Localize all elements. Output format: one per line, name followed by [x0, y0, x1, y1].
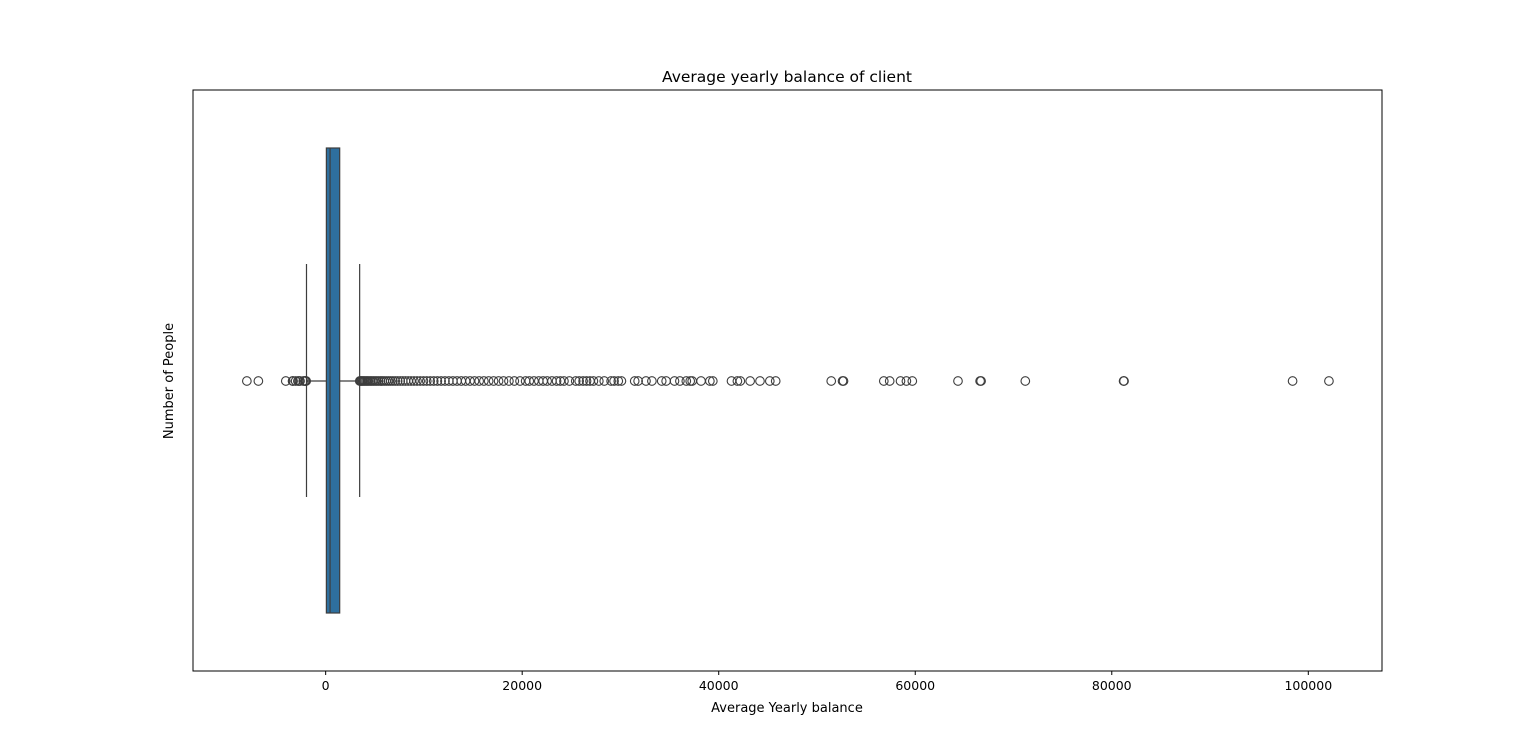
outlier-point	[412, 376, 422, 386]
outlier-point	[542, 376, 552, 386]
outlier-point	[432, 376, 443, 386]
outlier-point	[436, 376, 446, 386]
outlier-point	[696, 376, 706, 386]
outlier-point	[280, 376, 291, 386]
outlier-point	[564, 376, 575, 386]
outlier-point	[633, 376, 643, 386]
outlier-point	[418, 376, 429, 386]
outlier-point	[884, 376, 895, 386]
outlier-point	[488, 376, 499, 386]
outlier-point	[1119, 376, 1129, 386]
outlier-point	[707, 376, 718, 386]
outlier-point	[290, 376, 301, 386]
outlier-point	[681, 376, 692, 386]
plot-frame	[192, 89, 1383, 672]
outlier-point	[425, 376, 436, 386]
outlier-point	[504, 376, 514, 386]
outlier-point	[570, 376, 581, 386]
x-tick-label: 80000	[1092, 678, 1132, 693]
outlier-point	[428, 376, 439, 386]
outlier-point	[901, 376, 912, 386]
outlier-point	[755, 376, 765, 386]
outlier-point	[732, 376, 743, 386]
outlier-point	[641, 376, 651, 386]
outlier-point	[574, 376, 585, 386]
outlier-point	[613, 376, 624, 386]
iqr-box	[325, 147, 341, 614]
outlier-point	[388, 376, 398, 386]
outlier-point	[907, 376, 918, 386]
plot-area	[242, 147, 1334, 614]
outlier-point	[493, 376, 504, 386]
outlier-point	[578, 376, 588, 386]
outlier-point	[421, 376, 432, 386]
chart-title: Average yearly balance of client	[662, 68, 912, 86]
outlier-point	[953, 376, 963, 386]
outlier-point	[559, 376, 569, 386]
outlier-point	[395, 376, 406, 386]
outlier-point	[705, 376, 715, 386]
outlier-point	[745, 376, 756, 386]
x-tick-label: 40000	[699, 678, 739, 693]
y-axis-label: Number of People	[162, 323, 177, 439]
outlier-point	[295, 376, 305, 386]
outlier-point	[469, 376, 480, 386]
outlier-point	[895, 376, 906, 386]
outlier-point	[551, 376, 562, 386]
outlier-point	[669, 376, 680, 386]
outlier-point	[415, 376, 426, 386]
outlier-point	[409, 376, 419, 386]
outlier-point	[288, 376, 298, 386]
outlier-point	[301, 376, 312, 386]
outlier-point	[1020, 376, 1031, 386]
outlier-point	[392, 376, 403, 386]
outlier-point	[385, 376, 396, 386]
outlier-point	[616, 376, 627, 386]
outlier-point	[599, 376, 610, 386]
outlier-point	[675, 376, 685, 386]
outlier-point	[253, 376, 264, 386]
outlier-point	[588, 376, 599, 386]
outlier-point	[515, 376, 525, 386]
outlier-point	[581, 376, 592, 386]
outlier-point	[770, 376, 781, 386]
x-axis: 0 20000 40000 60000 80000 100000	[322, 671, 1332, 693]
outlier-point	[474, 376, 484, 386]
outlier-point	[593, 376, 604, 386]
outlier-point	[1324, 376, 1334, 386]
x-tick-label: 20000	[502, 678, 542, 693]
x-axis-label: Average Yearly balance	[711, 701, 863, 716]
outlier-point	[440, 376, 450, 386]
outlier-point	[242, 376, 252, 386]
outlier-point	[609, 376, 619, 386]
outlier-point	[687, 376, 698, 386]
outlier-point	[483, 376, 494, 386]
outlier-point	[606, 376, 616, 386]
x-tick-label: 0	[322, 678, 330, 693]
outlier-point	[1287, 376, 1298, 386]
outlier-point	[509, 376, 520, 386]
outlier-point	[479, 376, 489, 386]
x-tick-label: 100000	[1284, 678, 1332, 693]
outlier-point	[826, 376, 837, 386]
outlier-point	[629, 376, 640, 386]
outlier-point	[390, 376, 401, 386]
outlier-point	[878, 376, 889, 386]
outlier-point	[976, 376, 986, 386]
x-tick-label: 60000	[895, 678, 935, 693]
outlier-point	[656, 376, 667, 386]
outlier-point	[647, 376, 657, 386]
outlier-point	[764, 376, 775, 386]
outlier-point	[498, 376, 509, 386]
outlier-point	[735, 376, 746, 386]
outlier-point	[524, 376, 535, 386]
outlier-point	[838, 376, 849, 386]
